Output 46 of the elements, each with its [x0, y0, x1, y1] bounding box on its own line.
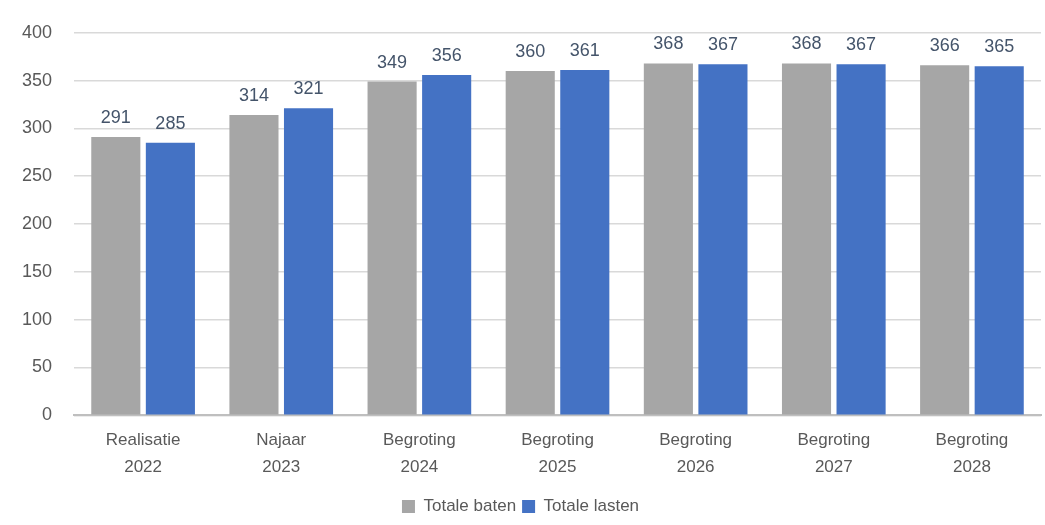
y-tick-label: 300 [21, 117, 53, 138]
data-label: 365 [984, 36, 1015, 57]
bar [422, 74, 472, 415]
x-tick-label: Begroting 2026 [659, 430, 733, 476]
bar [145, 142, 195, 415]
x-tick-label: Begroting 2024 [382, 430, 456, 476]
legend-label: Totale lasten [543, 496, 640, 516]
data-label: 366 [929, 35, 960, 56]
y-tick-label: 100 [21, 308, 53, 329]
bar [836, 64, 886, 415]
data-label: 360 [515, 41, 546, 62]
bar [560, 70, 610, 415]
bar [91, 137, 141, 415]
data-label: 368 [791, 33, 822, 54]
x-tick-label: Begroting 2025 [521, 430, 594, 476]
bar [505, 71, 555, 415]
x-tick-label: Najaar 2023 [256, 430, 307, 476]
bar [974, 66, 1024, 415]
y-tick-label: 0 [42, 404, 53, 425]
data-label: 368 [653, 33, 684, 54]
bar [643, 63, 693, 415]
data-label: 356 [431, 44, 462, 65]
y-tick-label: 150 [21, 260, 53, 281]
bar [698, 64, 748, 415]
bar [283, 108, 334, 415]
data-label: 321 [293, 78, 324, 99]
data-label: 285 [155, 112, 186, 133]
data-label: 291 [100, 107, 131, 127]
y-tick-label: 200 [21, 213, 53, 234]
bar [920, 65, 970, 415]
x-tick-label: Realisatie 2022 [105, 430, 181, 476]
x-tick-label: Begroting 2027 [797, 430, 871, 476]
data-label: 349 [377, 51, 408, 72]
data-label: 361 [569, 40, 600, 61]
bar [367, 81, 417, 415]
legend-label: Totale baten [423, 496, 517, 516]
y-tick-label: 50 [32, 356, 53, 377]
y-tick-label: 250 [21, 165, 53, 186]
y-tick-label: 400 [21, 21, 53, 42]
x-tick-label: Begroting 2028 [935, 430, 1009, 476]
bar [229, 115, 279, 415]
bar [781, 63, 832, 415]
data-label: 314 [238, 85, 269, 106]
data-label: 367 [846, 34, 877, 55]
y-tick-label: 350 [21, 69, 53, 90]
data-label: 367 [707, 34, 738, 55]
